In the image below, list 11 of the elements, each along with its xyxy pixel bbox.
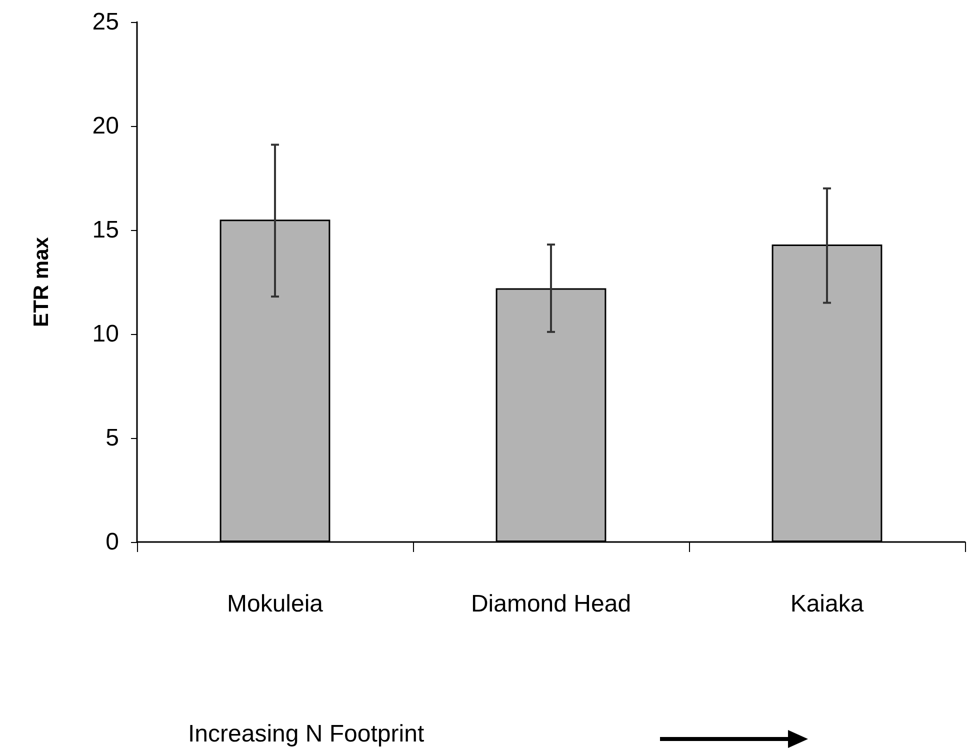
y-axis-title: ETR max: [30, 236, 53, 327]
x-tick-label: Kaiaka: [790, 590, 864, 618]
y-tick-label: 0: [106, 528, 119, 556]
text: Increasing N Footprint: [188, 720, 424, 748]
y-tick-label: 5: [106, 424, 119, 452]
x-tick-label: Mokuleia: [226, 590, 324, 618]
x-tick-label: Diamond Head: [470, 590, 632, 618]
y-tick-label: 25: [92, 8, 119, 36]
y-tick-label: 10: [92, 320, 119, 348]
y-tick-label: 20: [92, 112, 119, 140]
y-tick-label: 15: [92, 216, 119, 244]
